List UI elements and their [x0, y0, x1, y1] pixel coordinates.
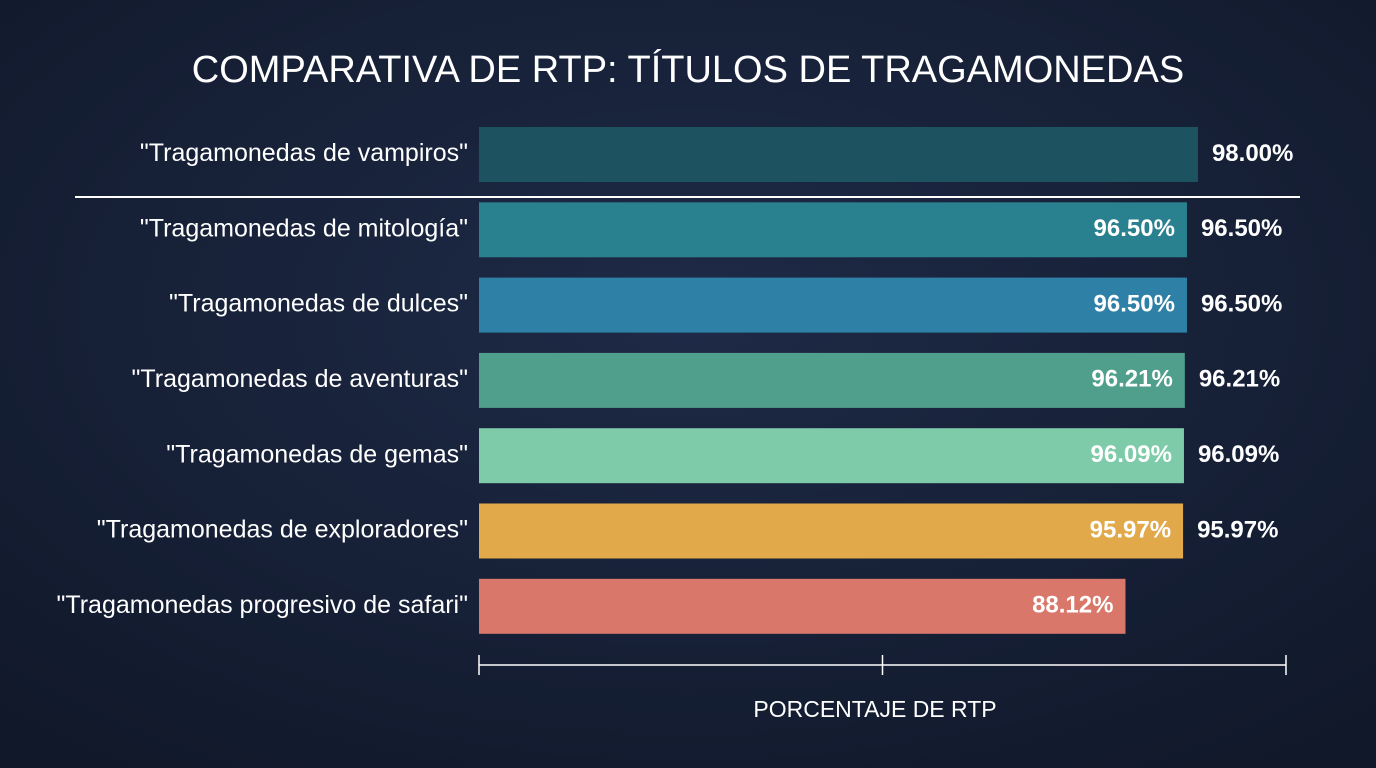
category-label: "Tragamonedas de exploradores"	[97, 516, 468, 544]
category-label: "Tragamonedas progresivo de safari"	[57, 591, 468, 619]
bar-value-label: 96.09%	[1198, 441, 1279, 468]
bar-inner-label: 95.97%	[1090, 516, 1171, 543]
bar-value-label: 96.21%	[1199, 366, 1280, 393]
category-label: "Tragamonedas de aventuras"	[132, 365, 468, 393]
bar-value-label: 96.50%	[1201, 215, 1282, 242]
bar-inner-label: 96.50%	[1094, 290, 1175, 317]
category-label: "Tragamonedas de mitología"	[140, 214, 468, 242]
bar-value-label: 98.00%	[1212, 140, 1293, 167]
bar	[479, 578, 1126, 634]
bar-value-label: 95.97%	[1197, 516, 1278, 543]
chart-title: COMPARATIVA DE RTP: TÍTULOS DE TRAGAMONE…	[192, 48, 1184, 91]
bar-value-label: 96.50%	[1201, 290, 1282, 317]
bar	[479, 503, 1184, 559]
bar-inner-label: 96.09%	[1091, 441, 1172, 468]
bar	[479, 352, 1185, 408]
bar	[479, 202, 1187, 258]
category-label: "Tragamonedas de vampiros"	[140, 139, 468, 167]
bar-inner-label: 96.50%	[1094, 215, 1175, 242]
category-label: "Tragamonedas de dulces"	[169, 290, 468, 318]
bar-inner-label: 96.21%	[1091, 366, 1172, 393]
bar	[479, 127, 1198, 182]
x-axis-label: PORCENTAJE DE RTP	[753, 696, 996, 722]
bar	[479, 277, 1187, 333]
bar-inner-label: 88.12%	[1032, 592, 1113, 619]
category-label: "Tragamonedas de gemas"	[166, 440, 468, 468]
bar	[479, 428, 1184, 484]
